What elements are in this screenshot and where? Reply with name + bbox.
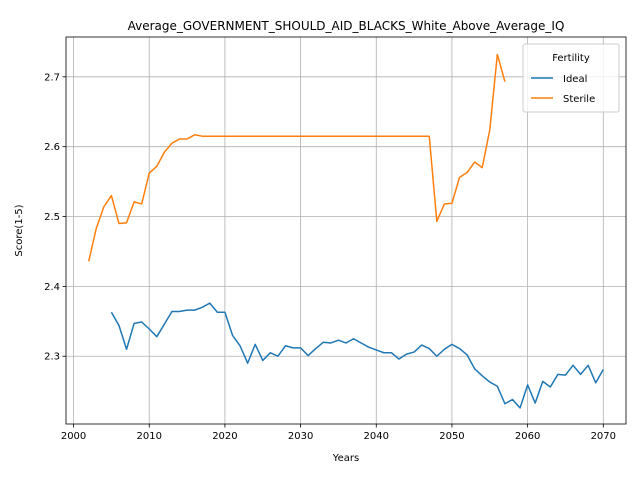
series-layer: [87, 53, 604, 409]
legend-title: Fertility: [552, 53, 590, 64]
x-tick-label: 2010: [137, 431, 162, 442]
x-tick-label: 2050: [439, 431, 464, 442]
chart-title: Average_GOVERNMENT_SHOULD_AID_BLACKS_Whi…: [128, 19, 565, 33]
y-tick-label: 2.6: [44, 142, 60, 153]
legend-label-ideal: Ideal: [563, 74, 587, 85]
y-tick-label: 2.5: [44, 212, 60, 223]
legend-box: [522, 43, 620, 113]
legend: Fertility Ideal Sterile: [522, 43, 620, 113]
y-tick-label: 2.7: [44, 72, 60, 83]
x-tick-label: 2070: [591, 431, 616, 442]
x-tick-label: 2060: [515, 431, 540, 442]
x-axis-label: Years: [332, 453, 359, 464]
series-line-ideal: [110, 302, 604, 409]
series-line-sterile: [87, 53, 506, 262]
x-tick-label: 2020: [212, 431, 237, 442]
y-axis: 2.3 2.4 2.5 2.6 2.7: [44, 72, 66, 363]
y-tick-label: 2.4: [44, 282, 60, 293]
y-tick-label: 2.3: [44, 352, 60, 363]
plot-frame: [65, 36, 627, 425]
x-tick-label: 2030: [288, 431, 313, 442]
legend-label-sterile: Sterile: [563, 94, 595, 105]
x-tick-label: 2000: [61, 431, 86, 442]
x-tick-label: 2040: [364, 431, 389, 442]
x-axis: 2000 2010 2020 2030 2040 2050 2060 2070: [61, 424, 616, 442]
y-axis-label: Score(1-5): [14, 204, 25, 256]
